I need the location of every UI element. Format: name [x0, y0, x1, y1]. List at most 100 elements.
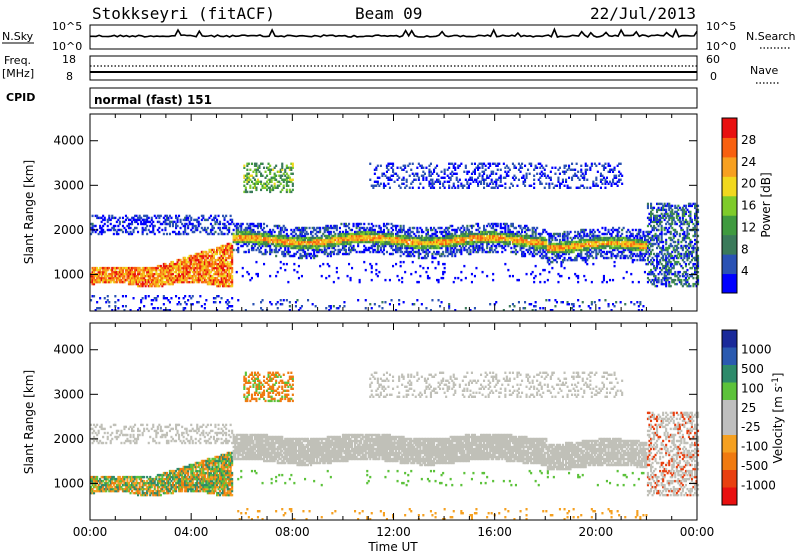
data-cell: [388, 244, 391, 248]
data-cell: [185, 260, 188, 264]
data-cell: [436, 246, 439, 250]
data-cell: [467, 242, 470, 246]
data-cell: [448, 242, 451, 246]
data-cell: [323, 250, 326, 254]
data-cell: [393, 236, 396, 240]
data-cell: [502, 162, 505, 165]
data-cell: [167, 268, 170, 272]
data-cell: [540, 164, 543, 167]
data-cell: [91, 268, 94, 272]
data-cell: [537, 244, 540, 248]
data-cell: [613, 228, 616, 232]
data-cell: [343, 222, 346, 226]
data-cell: [612, 238, 615, 242]
data-cell: [358, 238, 361, 242]
data-cell: [458, 248, 461, 252]
data-cell: [420, 246, 423, 250]
data-cell: [191, 276, 194, 280]
data-cell: [598, 230, 601, 234]
data-cell: [187, 216, 190, 220]
data-cell: [241, 230, 244, 234]
data-cell: [352, 240, 355, 244]
data-cell: [291, 242, 294, 246]
data-cell: [182, 268, 185, 272]
data-cell: [184, 272, 187, 276]
data-cell: [571, 248, 574, 252]
data-cell: [319, 230, 322, 234]
data-cell: [206, 252, 209, 256]
data-cell: [510, 250, 513, 254]
data-cell: [521, 162, 524, 165]
data-cell: [428, 174, 431, 177]
data-cell: [231, 220, 234, 224]
data-cell: [514, 176, 517, 179]
data-cell: [555, 260, 558, 264]
data-cell: [158, 278, 161, 282]
data-cell: [206, 280, 209, 284]
data-cell: [495, 244, 498, 248]
data-cell: [496, 164, 499, 167]
data-cell: [399, 236, 402, 240]
data-cell: [149, 224, 152, 228]
data-cell: [399, 228, 402, 232]
data-cell: [147, 220, 150, 224]
data-cell: [470, 162, 473, 165]
data-cell: [155, 282, 158, 286]
data-cell: [404, 270, 407, 274]
data-cell: [376, 238, 379, 242]
data-cell: [197, 220, 200, 224]
data-cell: [420, 256, 423, 260]
data-cell: [279, 232, 282, 236]
data-cell: [126, 274, 129, 278]
data-cell: [577, 274, 580, 278]
data-cell: [144, 278, 147, 282]
data-cell: [534, 166, 537, 169]
data-cell: [302, 228, 305, 232]
data-cell: [337, 232, 340, 236]
data-cell: [344, 238, 347, 242]
data-cell: [407, 242, 410, 246]
data-cell: [525, 272, 528, 276]
data-cell: [590, 246, 593, 250]
data-cell: [543, 242, 546, 246]
data-cell: [477, 246, 480, 250]
data-cell: [616, 254, 619, 258]
data-cell: [223, 244, 226, 248]
data-cell: [433, 242, 436, 246]
data-cell: [495, 182, 498, 185]
data-cell: [492, 236, 495, 240]
data-cell: [173, 276, 176, 280]
data-cell: [109, 218, 112, 222]
data-cell: [434, 246, 437, 250]
data-cell: [118, 222, 121, 226]
data-cell: [575, 248, 578, 252]
data-cell: [206, 270, 209, 274]
data-cell: [596, 234, 599, 238]
data-cell: [516, 234, 519, 238]
data-cell: [452, 184, 455, 187]
data-cell: [258, 234, 261, 238]
data-cell: [536, 166, 539, 169]
data-cell: [587, 242, 590, 246]
data-cell: [437, 250, 440, 254]
data-cell: [551, 250, 554, 254]
data-cell: [179, 303, 182, 306]
data-cell: [247, 234, 250, 238]
data-cell: [569, 230, 572, 234]
data-cell: [364, 240, 367, 244]
data-cell: [489, 248, 492, 252]
data-cell: [100, 228, 103, 232]
data-cell: [219, 280, 222, 284]
data-cell: [121, 295, 124, 298]
data-cell: [220, 262, 223, 266]
data-cell: [364, 234, 367, 238]
data-cell: [90, 226, 93, 230]
data-cell: [495, 250, 498, 254]
data-cell: [313, 252, 316, 256]
data-cell: [200, 276, 203, 280]
data-cell: [132, 270, 135, 274]
data-cell: [396, 246, 399, 250]
data-cell: [127, 268, 130, 272]
data-cell: [209, 254, 212, 258]
data-cell: [388, 303, 391, 306]
